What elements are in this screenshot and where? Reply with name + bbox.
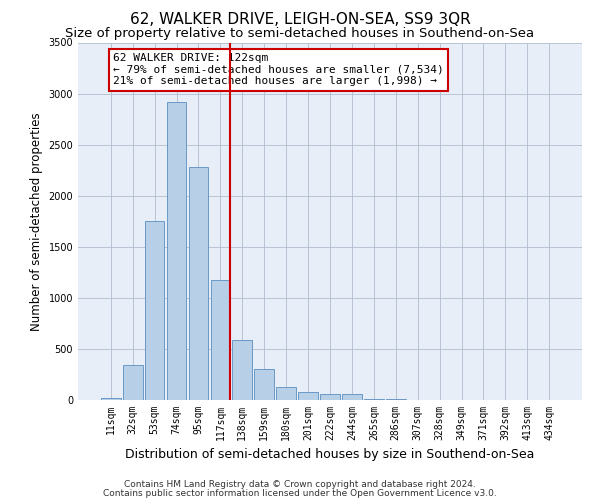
Text: 62, WALKER DRIVE, LEIGH-ON-SEA, SS9 3QR: 62, WALKER DRIVE, LEIGH-ON-SEA, SS9 3QR: [130, 12, 470, 28]
Y-axis label: Number of semi-detached properties: Number of semi-detached properties: [30, 112, 43, 330]
Bar: [123, 366, 143, 400]
Bar: [320, 394, 340, 400]
Bar: [276, 386, 296, 400]
Bar: [298, 392, 318, 400]
Text: Contains public sector information licensed under the Open Government Licence v3: Contains public sector information licen…: [103, 490, 497, 498]
Bar: [101, 398, 121, 400]
Bar: [211, 280, 230, 400]
X-axis label: Distribution of semi-detached houses by size in Southend-on-Sea: Distribution of semi-detached houses by …: [125, 448, 535, 462]
Bar: [364, 399, 384, 400]
Bar: [188, 167, 208, 400]
Bar: [342, 394, 362, 400]
Text: Contains HM Land Registry data © Crown copyright and database right 2024.: Contains HM Land Registry data © Crown c…: [124, 480, 476, 489]
Text: 62 WALKER DRIVE: 122sqm
← 79% of semi-detached houses are smaller (7,534)
21% of: 62 WALKER DRIVE: 122sqm ← 79% of semi-de…: [113, 53, 444, 86]
Bar: [167, 102, 187, 400]
Bar: [232, 340, 252, 400]
Bar: [145, 221, 164, 400]
Text: Size of property relative to semi-detached houses in Southend-on-Sea: Size of property relative to semi-detach…: [65, 28, 535, 40]
Bar: [254, 369, 274, 400]
